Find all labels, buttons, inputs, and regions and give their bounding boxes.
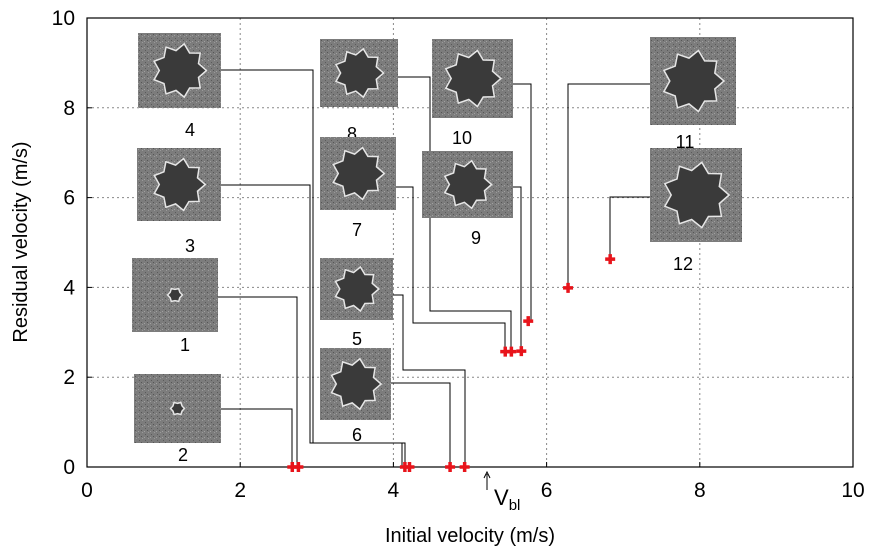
leader-line (398, 76, 512, 352)
inset-hole (330, 357, 383, 411)
leader-line (396, 186, 506, 352)
y-tick-label: 10 (52, 7, 75, 30)
annotation-arrow (483, 470, 491, 490)
leader-line (391, 382, 451, 467)
y-tick-label: 8 (63, 97, 75, 120)
leader-line (393, 294, 466, 467)
point (404, 462, 415, 472)
leader-line (513, 186, 522, 352)
point (459, 462, 470, 472)
inset-label: 6 (352, 425, 362, 445)
inset-hole (169, 401, 186, 416)
annotation: Vbl (494, 485, 520, 514)
point (516, 346, 527, 357)
point (523, 316, 534, 327)
leader-line (221, 408, 293, 467)
point (293, 462, 304, 472)
x-axis-label: Initial velocity (m/s) (385, 525, 555, 547)
y-axis-label: Residual velocity (m/s) (10, 141, 32, 342)
inset-hole (334, 265, 380, 313)
point (445, 462, 456, 472)
leader-line (218, 296, 298, 467)
annotation-subscript: bl (509, 497, 521, 514)
inset-label: 9 (471, 228, 481, 248)
leader-line (567, 83, 650, 288)
y-tick-label: 2 (63, 366, 75, 389)
x-tick-label: 10 (841, 479, 864, 502)
inset-hole (153, 157, 207, 212)
x-tick-label: 0 (81, 479, 93, 502)
inset-hole (153, 42, 208, 99)
leader-line (221, 184, 403, 467)
inset-hole (332, 146, 386, 201)
x-tick-label: 2 (234, 479, 246, 502)
inset-label: 10 (452, 128, 472, 148)
leader-line (609, 196, 650, 259)
inset-label: 7 (352, 220, 362, 240)
annotation-text: V (494, 485, 509, 510)
inset-hole (444, 49, 503, 108)
x-tick-label: 8 (694, 479, 706, 502)
x-tick-label: 6 (541, 479, 553, 502)
plot-frame (86, 17, 854, 468)
inset-label: 3 (185, 236, 195, 256)
inset-label: 8 (347, 124, 357, 144)
x-tick-label: 4 (388, 479, 400, 502)
inset-label: 1 (180, 335, 190, 355)
inset-hole (443, 159, 493, 210)
leader-line (513, 83, 532, 321)
inset-label: 5 (352, 329, 362, 349)
inset-label: 4 (185, 120, 195, 140)
y-tick-label: 6 (63, 187, 75, 210)
inset-hole (334, 47, 385, 99)
point (605, 254, 616, 265)
point (563, 282, 574, 293)
y-tick-label: 0 (63, 456, 75, 479)
y-tick-label: 4 (63, 276, 75, 299)
inset-label: 11 (676, 132, 695, 152)
inset-label: 2 (178, 445, 188, 465)
point (506, 346, 517, 357)
inset-hole (662, 49, 726, 113)
inset-hole (166, 287, 184, 303)
inset-label: 12 (673, 254, 693, 274)
inset-hole (663, 161, 731, 229)
